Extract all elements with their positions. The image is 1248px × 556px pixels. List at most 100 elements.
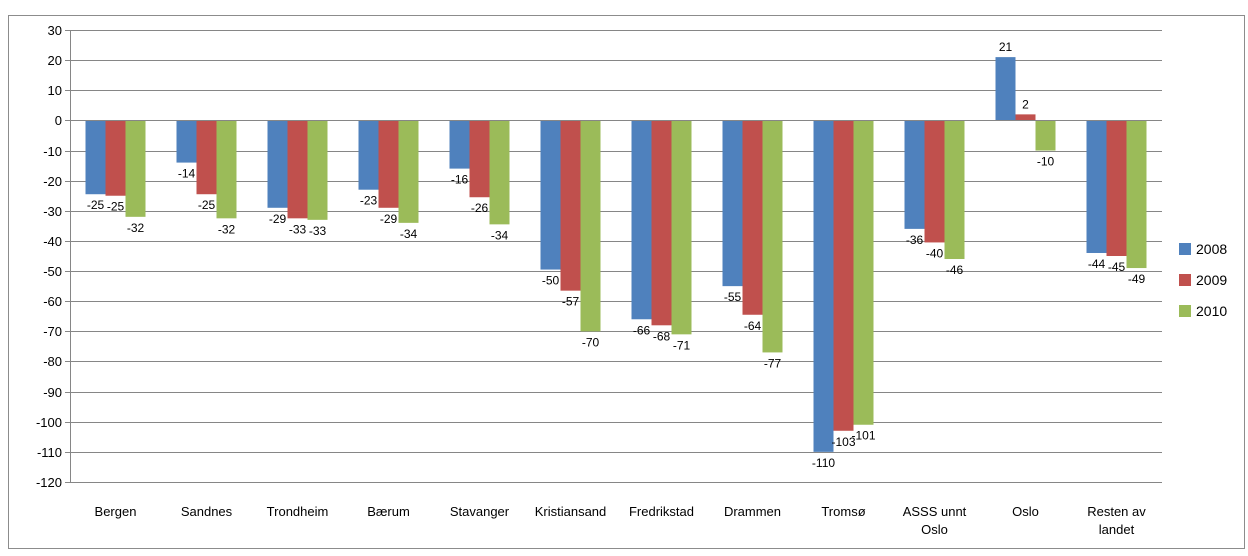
- x-tick-label: Oslo: [1012, 504, 1039, 519]
- x-tick-label: Trondheim: [267, 504, 329, 519]
- bar: [196, 120, 217, 195]
- bar: [1126, 120, 1147, 269]
- x-tick-label: Drammen: [724, 504, 781, 519]
- bar: [449, 120, 470, 169]
- x-tick-label: landet: [1099, 522, 1135, 537]
- bar: [125, 120, 146, 217]
- data-label: -40: [926, 246, 944, 260]
- data-label: 21: [999, 40, 1013, 54]
- bar: [1086, 120, 1107, 253]
- data-label: -36: [906, 233, 924, 247]
- data-label: -29: [269, 212, 287, 226]
- data-label: -23: [360, 194, 378, 208]
- x-tick-label: Bergen: [95, 504, 137, 519]
- y-tick-label: -30: [43, 204, 62, 219]
- data-labels: -25-14-29-23-16-50-66-55-110-3621-44-25-…: [87, 40, 1146, 470]
- y-tick-label: -40: [43, 234, 62, 249]
- x-tick-label: Oslo: [921, 522, 948, 537]
- bar: [853, 120, 874, 425]
- data-label: -25: [107, 200, 125, 214]
- data-label: -71: [673, 338, 691, 352]
- bar: [560, 120, 581, 291]
- y-tick-label: -20: [43, 174, 62, 189]
- data-label: -44: [1088, 257, 1106, 271]
- y-tick-label: 30: [48, 23, 62, 38]
- bar: [813, 120, 834, 452]
- data-label: -14: [178, 167, 196, 181]
- x-axis: Bergen Sandnes Trondheim Bærum Stavanger Kris…: [95, 504, 1147, 537]
- bar: [722, 120, 743, 287]
- series-2009: [105, 114, 1127, 431]
- x-tick-label: Sandnes: [181, 504, 233, 519]
- legend-label: 2009: [1196, 272, 1227, 288]
- y-tick-label: -10: [43, 144, 62, 159]
- bar: [671, 120, 692, 335]
- y-tick-label: -90: [43, 385, 62, 400]
- data-label: -77: [764, 356, 782, 370]
- data-label: -46: [946, 263, 964, 277]
- data-label: -45: [1108, 260, 1126, 274]
- y-tick-label: -50: [43, 264, 62, 279]
- bar: [924, 120, 945, 243]
- bar: [267, 120, 288, 208]
- legend-swatch: [1179, 274, 1191, 286]
- data-label: -110: [812, 456, 835, 470]
- data-label: -33: [289, 222, 307, 236]
- bar: [651, 120, 672, 326]
- legend-swatch: [1179, 305, 1191, 317]
- bar: [833, 120, 854, 431]
- data-label: -32: [218, 222, 236, 236]
- bar: [631, 120, 652, 320]
- bar: [287, 120, 308, 219]
- data-label: -34: [400, 227, 418, 241]
- data-label: 2: [1022, 97, 1029, 111]
- bar: [580, 120, 601, 332]
- x-tick-label: ASSS unnt: [903, 504, 967, 519]
- legend-label: 2008: [1196, 241, 1227, 257]
- data-label: -25: [198, 198, 216, 212]
- x-tick-label: Kristiansand: [535, 504, 607, 519]
- data-label: -50: [542, 274, 560, 288]
- series-2010: [125, 120, 1147, 425]
- chart-title: [4, 0, 1244, 14]
- x-tick-label: Bærum: [367, 504, 410, 519]
- bar: [105, 120, 126, 196]
- data-label: -101: [851, 429, 875, 443]
- bar: [1035, 120, 1056, 151]
- bar: [944, 120, 965, 260]
- data-label: -103: [831, 435, 855, 449]
- legend-label: 2010: [1196, 303, 1227, 319]
- y-tick-label: -60: [43, 294, 62, 309]
- data-label: -66: [633, 323, 651, 337]
- bar: [176, 120, 197, 163]
- data-label: -33: [309, 224, 327, 238]
- x-tick-label: Fredrikstad: [629, 504, 694, 519]
- legend: 2008 2009 2010: [1179, 241, 1227, 319]
- data-label: -64: [744, 319, 762, 333]
- bar: [358, 120, 379, 190]
- data-label: -26: [471, 201, 489, 215]
- bar: [489, 120, 510, 225]
- chart-frame: [8, 15, 1245, 549]
- series-2008: [85, 57, 1107, 452]
- y-tick-label: -100: [36, 415, 62, 430]
- data-label: -29: [380, 212, 398, 226]
- data-label: -32: [127, 221, 145, 235]
- data-label: -25: [87, 198, 105, 212]
- legend-swatch: [1179, 243, 1191, 255]
- y-tick-label: -70: [43, 324, 62, 339]
- bar: [1015, 114, 1036, 121]
- bar: [762, 120, 783, 353]
- bar: [378, 120, 399, 208]
- data-label: -68: [653, 329, 671, 343]
- bars: [85, 57, 1147, 452]
- y-tick-label: 20: [48, 53, 62, 68]
- bar: [307, 120, 328, 220]
- y-tick-label: -80: [43, 354, 62, 369]
- x-tick-label: Stavanger: [450, 504, 510, 519]
- bar: [742, 120, 763, 315]
- bar: [469, 120, 490, 198]
- data-label: -57: [562, 295, 580, 309]
- bar: [1106, 120, 1127, 257]
